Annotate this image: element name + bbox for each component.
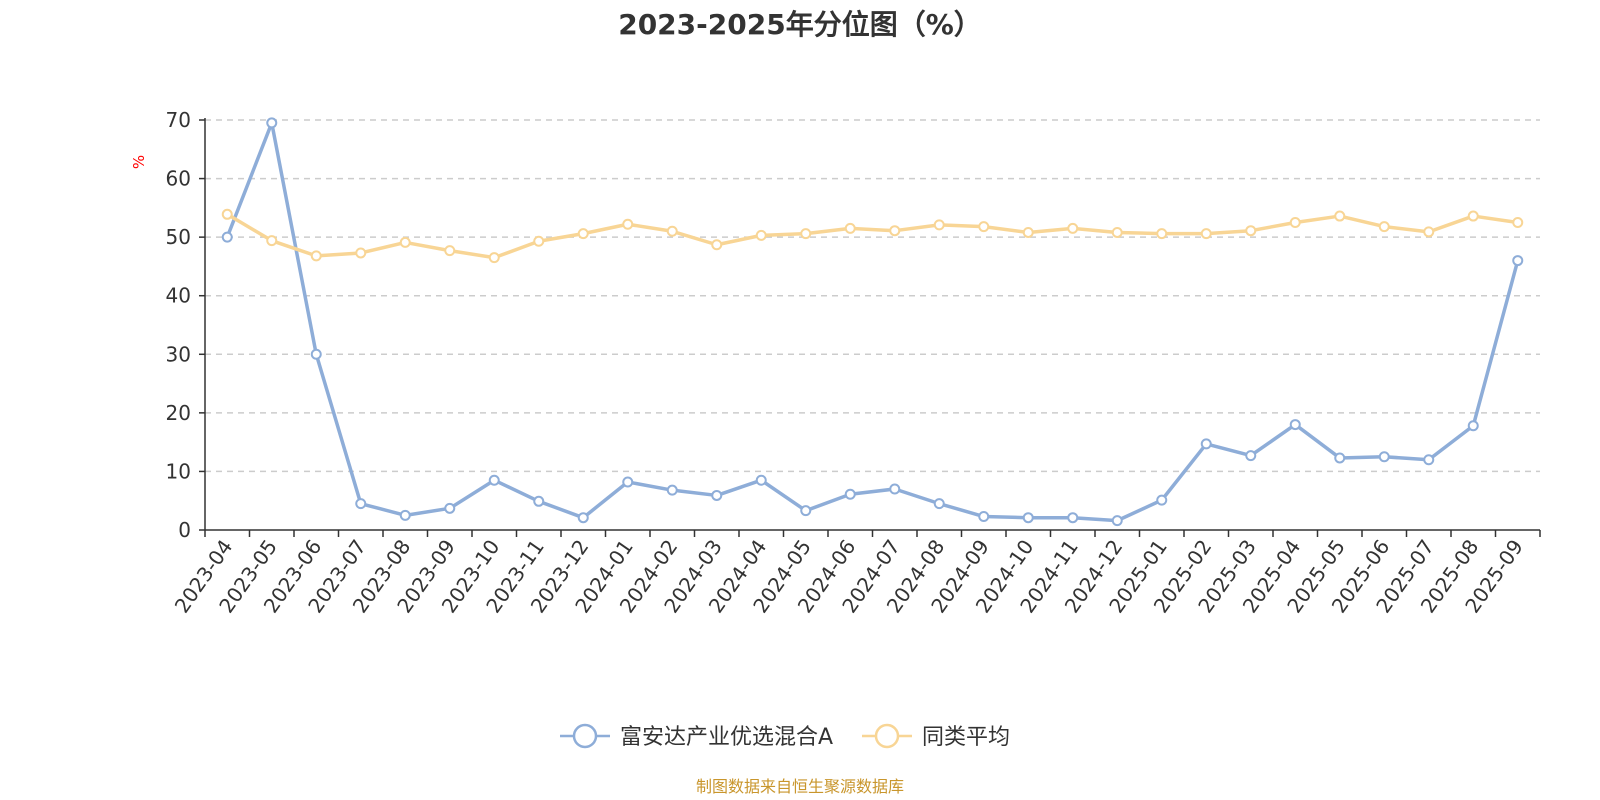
- data-point: [666, 484, 678, 496]
- data-point: [577, 228, 589, 240]
- data-point: [221, 208, 233, 220]
- data-point: [355, 498, 367, 510]
- series-line-0: [225, 121, 1520, 523]
- legend-marker-1: [874, 723, 900, 749]
- data-point: [978, 221, 990, 233]
- grid-lines: [205, 119, 1540, 473]
- data-point: [1423, 454, 1435, 466]
- y-tick-label: 70: [166, 108, 191, 132]
- data-point: [1378, 451, 1390, 463]
- data-point: [1423, 226, 1435, 238]
- y-tick-label: 0: [178, 518, 191, 542]
- data-point: [1512, 255, 1524, 267]
- data-point: [622, 476, 634, 488]
- data-point: [310, 250, 322, 262]
- data-point: [266, 235, 278, 247]
- data-point: [1156, 228, 1168, 240]
- y-tick-label: 10: [166, 459, 191, 483]
- data-point: [755, 474, 767, 486]
- data-point: [1334, 210, 1346, 222]
- data-point: [1067, 512, 1079, 524]
- y-axis-unit: %: [130, 155, 148, 169]
- data-point: [1467, 210, 1479, 222]
- y-tick-label: 40: [166, 284, 191, 308]
- data-point: [444, 502, 456, 514]
- data-point: [266, 117, 278, 129]
- data-point: [844, 488, 856, 500]
- data-point: [399, 509, 411, 521]
- data-point: [1200, 228, 1212, 240]
- data-point: [933, 219, 945, 231]
- data-point: [1512, 217, 1524, 228]
- data-point: [577, 512, 589, 524]
- data-point: [488, 252, 500, 264]
- series-layer: [221, 117, 1524, 527]
- data-point: [755, 229, 767, 241]
- data-point: [221, 231, 233, 243]
- data-point: [1200, 438, 1212, 450]
- legend[interactable]: 富安达产业优选混合A 同类平均: [560, 723, 1010, 750]
- y-tick-label: 50: [166, 225, 191, 249]
- data-point: [1289, 419, 1301, 431]
- data-point: [933, 498, 945, 510]
- chart-title: 2023-2025年分位图（%）: [618, 8, 982, 41]
- data-point: [1378, 221, 1390, 233]
- data-point: [1245, 450, 1257, 462]
- data-point: [444, 245, 456, 257]
- data-point: [488, 474, 500, 486]
- data-point: [1156, 494, 1168, 506]
- legend-marker-0: [572, 723, 598, 749]
- data-point: [1067, 222, 1079, 234]
- data-point: [310, 348, 322, 360]
- legend-label-1: 同类平均: [922, 725, 1010, 750]
- data-point: [711, 239, 723, 251]
- data-point: [1022, 512, 1034, 524]
- data-point: [1111, 515, 1123, 527]
- data-point: [800, 228, 812, 240]
- y-tick-label: 20: [166, 401, 191, 425]
- source-note: 制图数据来自恒生聚源数据库: [696, 777, 904, 796]
- data-point: [533, 495, 545, 507]
- data-point: [889, 225, 901, 237]
- data-point: [889, 483, 901, 495]
- data-point: [1334, 452, 1346, 464]
- legend-label-0: 富安达产业优选混合A: [620, 725, 833, 750]
- data-point: [978, 511, 990, 523]
- data-point: [622, 218, 634, 230]
- series-line-1: [226, 212, 1519, 260]
- data-point: [1245, 225, 1257, 237]
- data-point: [711, 489, 723, 501]
- data-point: [533, 235, 545, 247]
- data-point: [1289, 217, 1301, 228]
- y-tick-label: 30: [166, 342, 191, 366]
- data-point: [1111, 226, 1123, 238]
- data-point: [1467, 420, 1479, 432]
- y-tick-label: 60: [166, 167, 191, 191]
- axes: 0102030405060702023-042023-052023-062023…: [166, 108, 1541, 617]
- data-point: [355, 247, 367, 259]
- data-point: [800, 505, 812, 517]
- data-point: [399, 236, 411, 248]
- data-point: [666, 225, 678, 237]
- data-point: [844, 222, 856, 234]
- data-point: [1022, 226, 1034, 238]
